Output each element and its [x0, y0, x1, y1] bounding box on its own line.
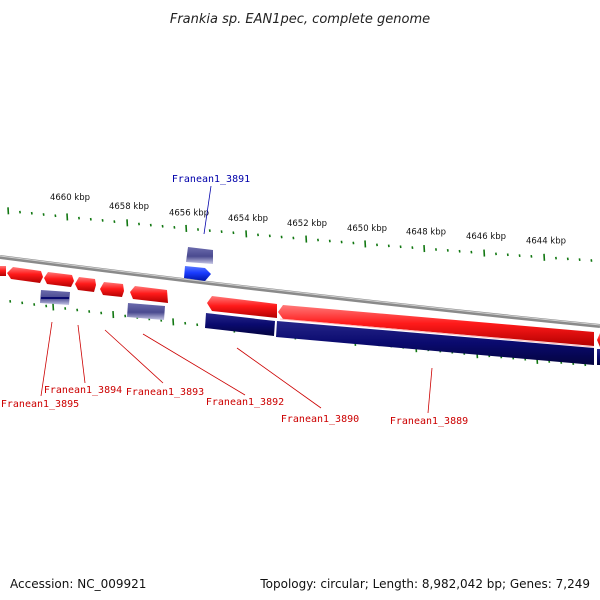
gene-arrow[interactable]: [7, 267, 43, 283]
gene-label-franean1-3889[interactable]: Franean1_3889: [390, 416, 468, 427]
scale-labels: 4660 kbp 4658 kbp 4656 kbp 4654 kbp 4652 kbp…: [50, 193, 566, 246]
scale-label: 4656 kbp: [169, 209, 209, 219]
cds-segment[interactable]: [597, 349, 600, 365]
gene-arrow[interactable]: [597, 333, 600, 347]
cds-segment[interactable]: [205, 313, 275, 336]
feature-boxes: [40, 247, 213, 320]
scale-label: 4658 kbp: [109, 202, 149, 212]
gene-label-franean1-3893[interactable]: Franean1_3893: [126, 387, 204, 398]
scale-tick-track-outer: [7, 207, 593, 262]
genome-backbone-highlight: [0, 255, 600, 326]
gene-label-franean1-3892[interactable]: Franean1_3892: [206, 397, 284, 408]
scale-label: 4644 kbp: [526, 236, 566, 246]
map-title: Frankia sp. EAN1pec, complete genome: [170, 12, 430, 27]
gene-arrow-reverse[interactable]: [184, 266, 211, 281]
genome-backbone: [0, 255, 600, 328]
cds-segment[interactable]: [276, 321, 594, 365]
forward-strand-genes: [0, 266, 600, 348]
scale-label: 4648 kbp: [406, 228, 446, 238]
gene-arrow[interactable]: [130, 286, 168, 303]
coding-track: [205, 313, 600, 365]
gene-arrow[interactable]: [100, 282, 124, 297]
feature-box[interactable]: [127, 303, 165, 320]
scale-label: 4650 kbp: [347, 224, 387, 234]
feature-box[interactable]: [186, 247, 213, 264]
topology-text: Topology: circular; Length: 8,982,042 bp…: [260, 577, 590, 591]
gene-arrow[interactable]: [207, 296, 277, 318]
gene-label-franean1-3895[interactable]: Franean1_3895: [1, 399, 79, 410]
gene-arrow[interactable]: [44, 272, 74, 287]
gene-arrow[interactable]: [0, 266, 6, 276]
gene-label-franean1-3894[interactable]: Franean1_3894: [44, 385, 122, 396]
gene-label-franean1-3891[interactable]: Franean1_3891: [172, 174, 250, 185]
gene-arrow[interactable]: [278, 305, 594, 346]
accession-text: Accession: NC_009921: [10, 577, 147, 591]
scale-label: 4652 kbp: [287, 219, 327, 229]
gene-label-franean1-3890[interactable]: Franean1_3890: [281, 414, 359, 425]
scale-label: 4646 kbp: [466, 232, 506, 242]
scale-label: 4660 kbp: [50, 193, 90, 203]
scale-label: 4654 kbp: [228, 214, 268, 224]
gene-arrow[interactable]: [75, 277, 96, 292]
gene-label-leaders: [40, 185, 433, 414]
